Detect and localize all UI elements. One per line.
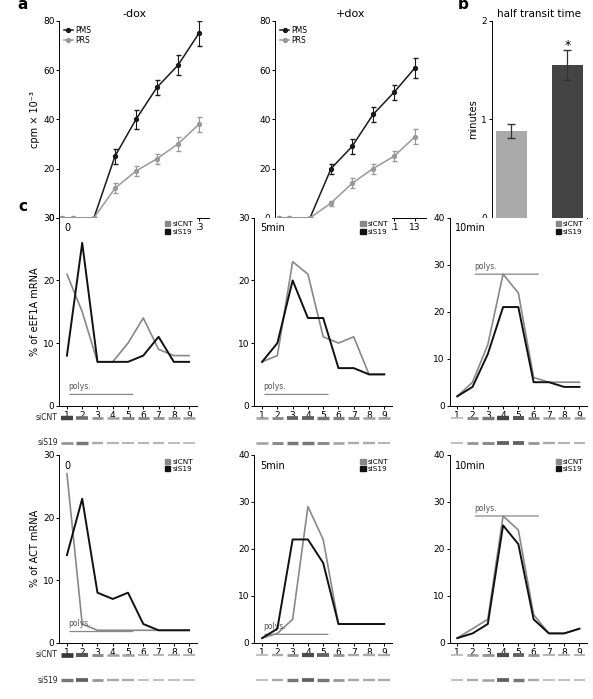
Y-axis label: % of eEF1A mRNA: % of eEF1A mRNA [30, 268, 40, 356]
Text: polys.: polys. [264, 382, 286, 391]
Legend: siCNT, siS19: siCNT, siS19 [162, 456, 196, 475]
Text: polys.: polys. [68, 619, 91, 628]
Text: *: * [564, 39, 570, 52]
Text: 10min: 10min [455, 224, 486, 233]
Text: siCNT: siCNT [36, 650, 58, 659]
X-axis label: time (min): time (min) [109, 233, 160, 243]
X-axis label: time (min): time (min) [325, 233, 376, 243]
Y-axis label: % of ACT mRNA: % of ACT mRNA [30, 510, 40, 587]
Legend: siCNT, siS19: siCNT, siS19 [358, 456, 391, 475]
Legend: siCNT, siS19: siCNT, siS19 [553, 219, 586, 238]
Legend: siCNT, siS19: siCNT, siS19 [162, 219, 196, 238]
Title: half transit time: half transit time [498, 9, 581, 19]
Text: 10min: 10min [455, 461, 486, 470]
Title: -dox: -dox [122, 9, 146, 19]
Text: polys.: polys. [474, 504, 497, 513]
Legend: PMS, PRS: PMS, PRS [277, 22, 311, 48]
Text: siS19: siS19 [37, 675, 58, 684]
Legend: siCNT, siS19: siCNT, siS19 [553, 456, 586, 475]
Text: siCNT: siCNT [36, 413, 58, 422]
Text: 0: 0 [65, 224, 71, 233]
Bar [552, 65, 583, 218]
Text: polys.: polys. [474, 262, 497, 271]
Text: a: a [17, 0, 28, 13]
Text: 0: 0 [65, 461, 71, 470]
Bar [496, 131, 527, 218]
Y-axis label: cpm × 10⁻³: cpm × 10⁻³ [30, 91, 40, 147]
Legend: PMS, PRS: PMS, PRS [61, 22, 94, 48]
Text: c: c [18, 199, 27, 214]
Title: +dox: +dox [336, 9, 365, 19]
Text: 5min: 5min [260, 224, 285, 233]
Y-axis label: minutes: minutes [468, 99, 478, 139]
Text: polys.: polys. [264, 621, 286, 630]
Text: 5min: 5min [260, 461, 285, 470]
Legend: siCNT, siS19: siCNT, siS19 [358, 219, 391, 238]
Text: polys.: polys. [68, 382, 91, 391]
Text: siS19: siS19 [37, 438, 58, 447]
Text: b: b [458, 0, 469, 13]
